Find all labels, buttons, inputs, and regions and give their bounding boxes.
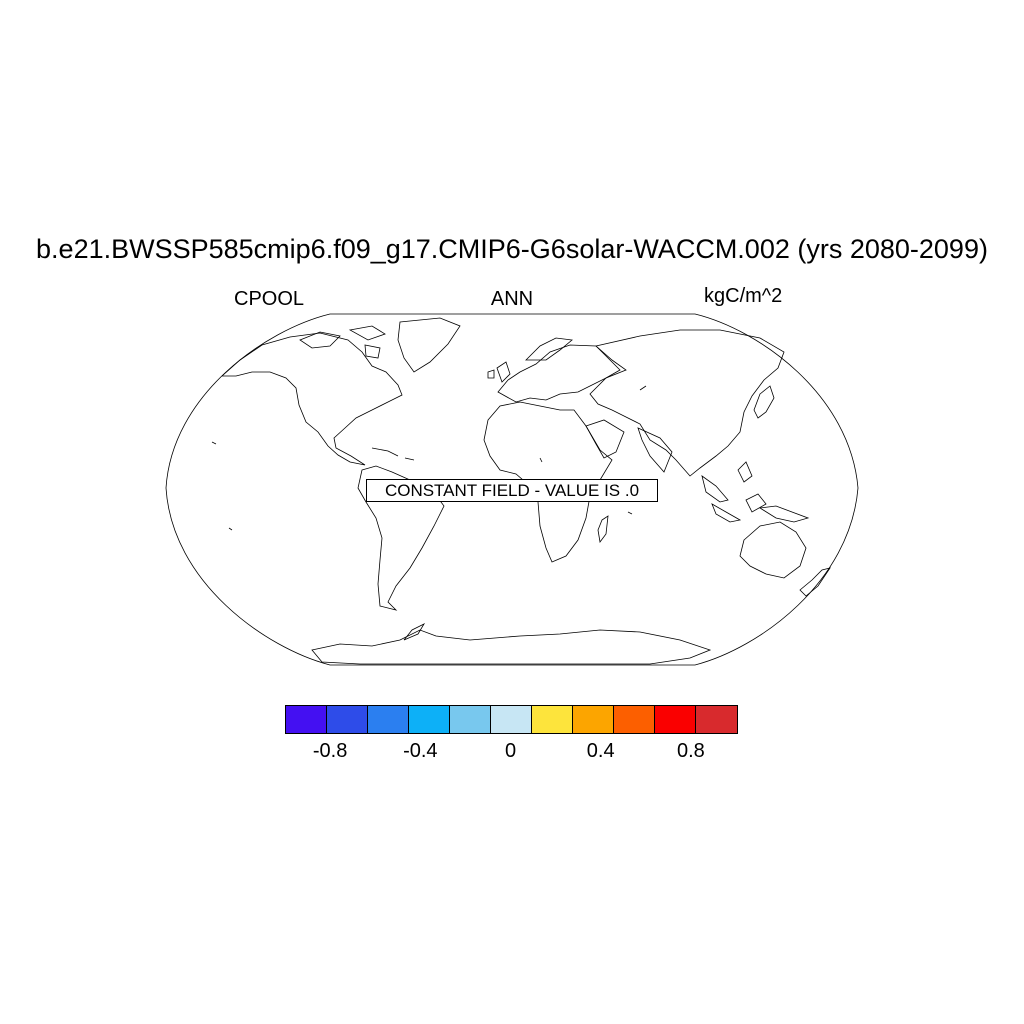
- coast-arctic-islands: [299, 325, 386, 359]
- colorbar-tick-label: 0: [504, 740, 517, 762]
- colorbar-swatch: [655, 706, 696, 733]
- coast-africa: [483, 401, 613, 563]
- coast-caribbean: [371, 447, 415, 461]
- coast-japan: [753, 385, 775, 419]
- coast-asia: [589, 329, 785, 477]
- coast-europe: [497, 344, 627, 403]
- colorbar-swatch: [532, 706, 573, 733]
- units-label: kgC/m^2: [704, 285, 783, 307]
- coast-madagascar: [597, 515, 609, 543]
- coast-greenland: [397, 317, 461, 373]
- colorbar-tick-label: -0.8: [312, 740, 348, 762]
- map-outline: [165, 313, 859, 666]
- coast-antarctica: [311, 629, 712, 665]
- colorbar-swatch: [409, 706, 450, 733]
- colorbar-tick-label: -0.4: [403, 740, 438, 762]
- coast-small-islands: [211, 385, 647, 531]
- colorbar-swatch: [696, 706, 737, 733]
- coastlines: [211, 317, 831, 665]
- colorbar-swatch: [573, 706, 614, 733]
- coast-new-zealand: [799, 567, 831, 597]
- colorbar-swatch: [614, 706, 655, 733]
- colorbar: [285, 705, 738, 734]
- plot-title: b.e21.BWSSP585cmip6.f09_g17.CMIP6-G6sola…: [36, 234, 988, 264]
- coast-indonesia: [711, 503, 810, 523]
- colorbar-ticks: -0.8 -0.4 0 0.4 0.8: [0, 740, 1024, 770]
- colorbar-swatch: [286, 706, 327, 733]
- colorbar-swatch: [450, 706, 491, 733]
- colorbar-swatch: [368, 706, 409, 733]
- period-label: ANN: [490, 288, 534, 310]
- coast-scandinavia: [525, 337, 573, 361]
- variable-label: CPOOL: [234, 288, 305, 310]
- colorbar-swatch: [491, 706, 532, 733]
- coast-antarctic-peninsula: [403, 623, 426, 641]
- coast-southeast-asia: [701, 461, 767, 513]
- constant-field-notice: CONSTANT FIELD - VALUE IS .0: [366, 479, 658, 502]
- coast-australia: [739, 521, 807, 579]
- colorbar-tick-label: 0.4: [586, 740, 615, 762]
- coast-arabia-india: [585, 419, 673, 473]
- coast-north-america: [220, 332, 403, 466]
- coast-british-isles: [487, 361, 511, 383]
- colorbar-tick-label: 0.8: [676, 740, 705, 762]
- colorbar-swatch: [327, 706, 368, 733]
